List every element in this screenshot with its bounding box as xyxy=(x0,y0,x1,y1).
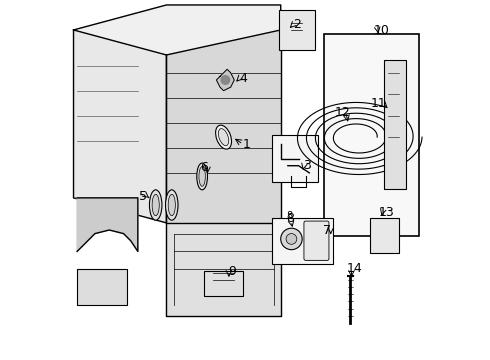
FancyBboxPatch shape xyxy=(279,10,315,50)
Text: 5: 5 xyxy=(139,190,147,203)
Text: 2: 2 xyxy=(293,18,301,31)
Ellipse shape xyxy=(149,190,162,220)
Ellipse shape xyxy=(166,190,178,220)
Text: 8: 8 xyxy=(287,211,293,221)
FancyBboxPatch shape xyxy=(384,60,406,189)
Text: 7: 7 xyxy=(323,224,331,237)
Circle shape xyxy=(281,228,302,249)
Text: 13: 13 xyxy=(378,206,394,219)
Text: 3: 3 xyxy=(304,159,312,172)
Text: 9: 9 xyxy=(228,265,237,278)
Text: 8: 8 xyxy=(286,212,294,225)
Text: 14: 14 xyxy=(347,262,363,275)
Ellipse shape xyxy=(168,194,175,216)
FancyBboxPatch shape xyxy=(272,217,333,264)
Ellipse shape xyxy=(219,129,229,146)
Circle shape xyxy=(221,76,230,84)
Polygon shape xyxy=(74,30,167,223)
FancyBboxPatch shape xyxy=(204,271,243,296)
Polygon shape xyxy=(167,223,281,316)
Polygon shape xyxy=(217,69,234,91)
Text: 10: 10 xyxy=(373,24,390,37)
Text: 1: 1 xyxy=(243,138,251,151)
Polygon shape xyxy=(77,198,138,251)
Text: 12: 12 xyxy=(334,105,350,119)
Ellipse shape xyxy=(216,125,232,149)
FancyBboxPatch shape xyxy=(324,34,419,237)
Ellipse shape xyxy=(197,163,207,190)
Text: 4: 4 xyxy=(239,72,247,85)
FancyBboxPatch shape xyxy=(370,217,398,253)
FancyBboxPatch shape xyxy=(77,269,127,305)
Circle shape xyxy=(286,234,297,244)
Polygon shape xyxy=(74,5,281,55)
Ellipse shape xyxy=(152,194,159,216)
Ellipse shape xyxy=(199,167,205,186)
Polygon shape xyxy=(167,30,281,223)
FancyBboxPatch shape xyxy=(304,221,329,260)
Text: 11: 11 xyxy=(371,97,387,110)
FancyBboxPatch shape xyxy=(272,135,318,182)
Text: 6: 6 xyxy=(200,161,208,174)
